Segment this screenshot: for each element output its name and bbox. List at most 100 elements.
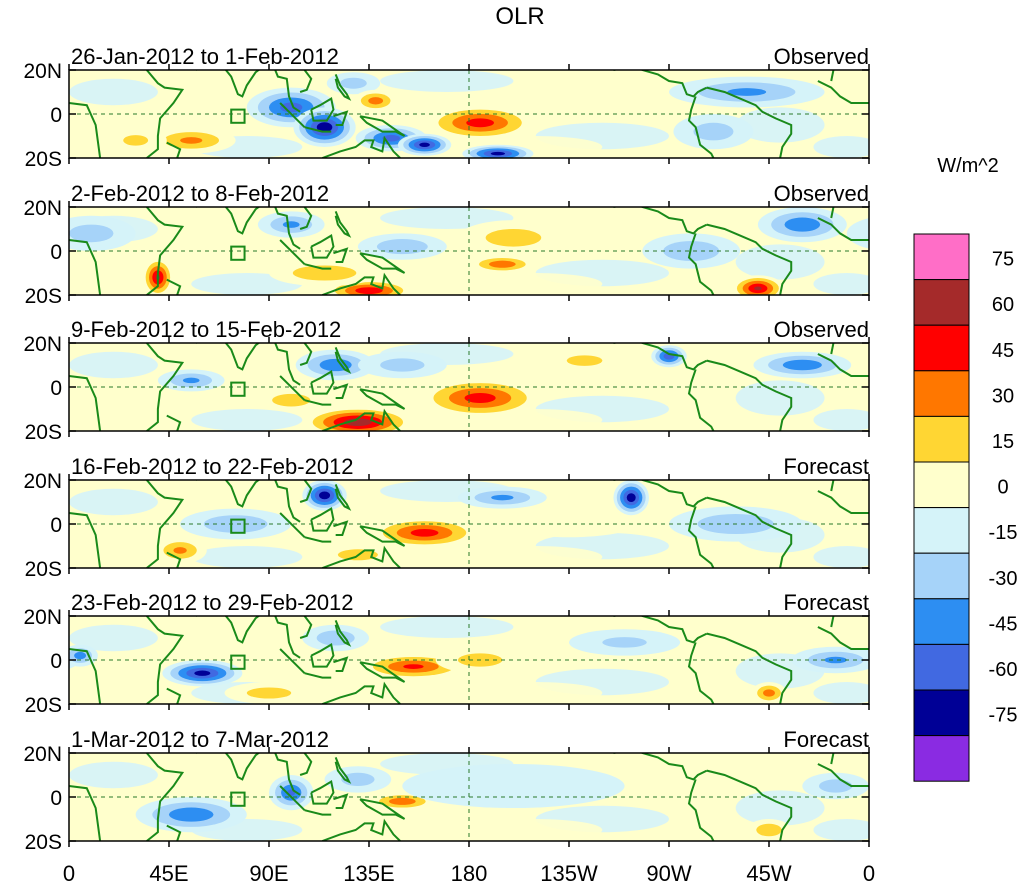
anomaly-contour <box>782 359 822 371</box>
coastline <box>334 347 352 374</box>
colorbar-tick-label: -30 <box>989 568 1018 590</box>
anomaly-bg-blob <box>735 107 825 143</box>
anomaly-contour <box>69 224 114 243</box>
panels-group: 20N 0 20S 26-Jan-2012 to 1-Feb-2012 Observed… <box>0 44 1021 854</box>
colorbar-tick-label: 30 <box>992 385 1014 407</box>
coastline <box>299 480 313 503</box>
anomaly-bg-blob <box>735 244 825 280</box>
coastline <box>359 388 406 410</box>
coastline <box>279 375 306 401</box>
anomaly-contour <box>602 637 647 648</box>
anomaly-contour <box>169 807 214 822</box>
y-tick-label: 20N <box>23 470 62 493</box>
coastline <box>334 211 352 238</box>
anomaly-bg-blob <box>469 273 603 295</box>
coastline <box>224 70 301 113</box>
anomaly-contour <box>983 378 1000 384</box>
x-tick-label: 45W <box>746 861 791 886</box>
region-box <box>230 108 246 124</box>
olr-field <box>19 753 1021 841</box>
coastline <box>224 753 301 796</box>
coastline <box>613 480 708 508</box>
anomaly-bg-blob <box>69 624 158 652</box>
coastlines <box>69 616 869 704</box>
panel-kind-label: Observed <box>774 181 869 206</box>
coastline <box>359 661 406 683</box>
coastline <box>333 656 349 672</box>
coastline <box>333 793 349 809</box>
coastline <box>224 480 301 523</box>
panel-date-range: 2-Feb-2012 to 8-Feb-2012 <box>71 181 329 206</box>
map-panel: 20N 0 20S 26-Jan-2012 to 1-Feb-2012 Observed <box>23 44 1019 171</box>
anomaly-contour <box>490 151 505 156</box>
coastline <box>279 648 306 674</box>
y-tick-label: 20S <box>25 148 62 171</box>
anomaly-contour <box>319 491 331 500</box>
coastline <box>304 263 332 270</box>
anomaly-contour <box>862 647 869 665</box>
coastline <box>304 126 332 133</box>
colorbar-tick-label: -60 <box>989 659 1018 681</box>
y-tick-label: 20S <box>25 285 62 308</box>
colorbar-tick-label: -75 <box>989 705 1018 727</box>
anomaly-bg-blob <box>469 819 603 841</box>
anomaly-contour <box>0 506 2 541</box>
anomaly-contour <box>969 808 1013 822</box>
map-panel: 20N 0 20S 9-Feb-2012 to 15-Feb-2012 Observed <box>23 317 1000 444</box>
anomaly-contour <box>756 823 782 837</box>
anomaly-bg-blob <box>157 343 247 365</box>
anomaly-bg-blob <box>69 761 158 789</box>
anomaly-contour <box>846 218 869 249</box>
coastline <box>310 780 335 805</box>
colorbar: W/m^2 75 60 45 30 15 0 -15 -30 -45 -60 -75 <box>913 155 1018 782</box>
anomaly-contour <box>874 652 886 659</box>
coastline <box>69 785 102 841</box>
coastline <box>279 785 306 811</box>
coastline <box>310 643 335 668</box>
anomaly-contour <box>485 229 542 247</box>
anomaly-bg-blob <box>813 273 869 295</box>
anomaly-contour <box>923 135 948 146</box>
anomaly-contour <box>693 122 734 141</box>
colorbar-units-label: W/m^2 <box>937 155 999 177</box>
anomaly-contour <box>491 494 514 501</box>
coastline <box>830 343 835 355</box>
panel-kind-label: Forecast <box>783 727 869 752</box>
anomaly-contour <box>727 88 767 96</box>
colorbar-tick-label: 75 <box>992 249 1014 271</box>
y-tick-label: 20S <box>25 558 62 581</box>
anomaly-contour <box>763 689 775 697</box>
anomaly-contour <box>344 418 372 427</box>
anomaly-bg-blob <box>191 546 303 568</box>
anomaly-contour <box>173 547 187 554</box>
anomaly-contour <box>980 137 1002 144</box>
coastline <box>334 74 352 101</box>
colorbar-swatch <box>913 552 970 600</box>
x-axis: 0 45E 90E 135E 180 135W 90W 45W 0 <box>63 861 875 886</box>
anomaly-bg-blob <box>69 488 158 516</box>
x-tick-label: 45E <box>149 861 188 886</box>
coastline <box>359 252 406 274</box>
anomaly-contour <box>389 797 416 805</box>
coastline <box>830 207 835 219</box>
coastline <box>299 753 313 776</box>
olr-field <box>69 616 886 704</box>
coastlines <box>69 753 869 841</box>
anomaly-contour <box>402 764 625 808</box>
coastline <box>706 359 793 431</box>
coastline <box>687 96 715 158</box>
anomaly-bg-blob <box>157 70 247 92</box>
map-panel: 20N 0 20S 2-Feb-2012 to 8-Feb-2012 Observed <box>23 181 870 308</box>
coastline <box>299 70 313 93</box>
anomaly-contour <box>952 802 1021 827</box>
coastline <box>333 383 349 399</box>
coastline <box>321 545 401 568</box>
anomaly-contour <box>963 132 1019 149</box>
anomaly-contour <box>340 77 367 89</box>
anomaly-contour <box>19 779 52 792</box>
colorbar-tick-label: 60 <box>992 294 1014 316</box>
coastline <box>304 399 332 406</box>
chart-title: OLR <box>495 3 544 30</box>
panel-date-range: 9-Feb-2012 to 15-Feb-2012 <box>71 317 341 342</box>
coastline <box>333 247 349 263</box>
